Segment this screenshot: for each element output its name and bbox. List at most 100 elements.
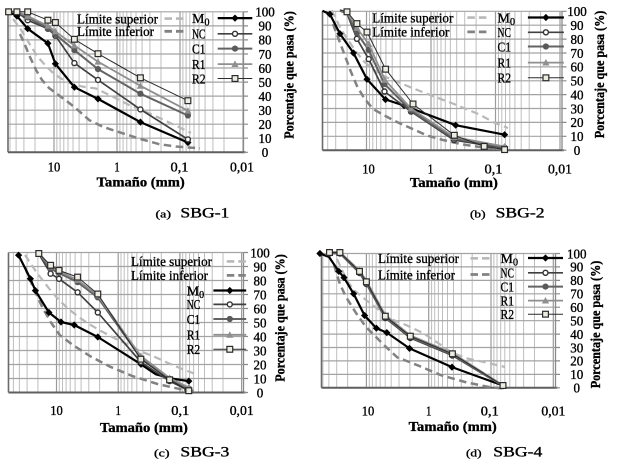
svg-text:(c): (c) <box>154 448 170 460</box>
svg-text:R2: R2 <box>501 308 515 323</box>
svg-text:NC: NC <box>192 28 206 43</box>
svg-text:1: 1 <box>428 163 434 178</box>
svg-text:30: 30 <box>571 102 584 117</box>
svg-text:80: 80 <box>254 274 267 289</box>
svg-text:C1: C1 <box>501 280 515 295</box>
svg-text:0: 0 <box>257 386 264 401</box>
svg-text:10: 10 <box>48 161 61 176</box>
svg-text:40: 40 <box>254 330 267 345</box>
svg-text:R2: R2 <box>498 72 512 87</box>
svg-text:1: 1 <box>426 405 432 420</box>
svg-text:0,1: 0,1 <box>171 161 189 176</box>
svg-text:Porcentaje que pasa (%): Porcentaje que pasa (%) <box>593 10 608 138</box>
svg-text:NC: NC <box>187 298 201 313</box>
svg-text:R2: R2 <box>192 72 206 87</box>
svg-text:SBG-3: SBG-3 <box>180 445 229 461</box>
svg-text:Límite superior: Límite superior <box>372 11 453 26</box>
svg-text:40: 40 <box>570 328 583 343</box>
svg-text:50: 50 <box>570 315 583 330</box>
svg-text:60: 60 <box>571 61 584 76</box>
svg-text:SBG-1: SBG-1 <box>180 206 229 222</box>
svg-text:90: 90 <box>259 20 272 35</box>
svg-text:Tamaño (mm): Tamaño (mm) <box>97 176 185 191</box>
svg-text:Límite superior: Límite superior <box>131 255 212 270</box>
svg-text:0,01: 0,01 <box>541 405 565 420</box>
svg-text:90: 90 <box>571 19 584 34</box>
svg-text:50: 50 <box>259 76 272 91</box>
svg-text:NC: NC <box>501 267 515 282</box>
svg-text:100: 100 <box>255 6 275 21</box>
svg-text:Tamaño (mm): Tamaño (mm) <box>409 420 497 435</box>
svg-text:80: 80 <box>570 274 583 289</box>
svg-text:R1: R1 <box>498 56 512 71</box>
svg-text:60: 60 <box>259 62 272 77</box>
svg-text:50: 50 <box>254 316 267 331</box>
svg-text:C1: C1 <box>187 313 201 328</box>
svg-text:Límite inferior: Límite inferior <box>131 269 208 284</box>
svg-text:90: 90 <box>254 260 267 275</box>
svg-text:0,01: 0,01 <box>548 163 572 178</box>
svg-text:50: 50 <box>571 75 584 90</box>
svg-text:10: 10 <box>362 163 375 178</box>
svg-text:0,1: 0,1 <box>485 163 503 178</box>
svg-text:1: 1 <box>115 404 121 419</box>
svg-text:1: 1 <box>114 161 120 176</box>
svg-text:(b): (b) <box>470 209 486 221</box>
svg-text:70: 70 <box>570 288 583 303</box>
svg-text:20: 20 <box>259 118 272 133</box>
svg-text:70: 70 <box>254 288 267 303</box>
svg-text:Límite superior: Límite superior <box>378 252 459 267</box>
svg-text:10: 10 <box>259 132 272 147</box>
svg-text:80: 80 <box>259 34 272 49</box>
svg-text:R1: R1 <box>501 294 515 309</box>
svg-text:Tamaño (mm): Tamaño (mm) <box>410 176 498 191</box>
svg-text:30: 30 <box>570 341 583 356</box>
svg-text:0: 0 <box>573 382 580 397</box>
svg-text:SBG-4: SBG-4 <box>493 445 543 461</box>
svg-text:(a): (a) <box>156 209 172 221</box>
svg-text:Límite superior: Límite superior <box>77 12 158 27</box>
svg-text:70: 70 <box>259 48 272 63</box>
svg-text:10: 10 <box>254 372 267 387</box>
svg-text:C1: C1 <box>498 40 512 55</box>
svg-text:NC: NC <box>498 26 512 41</box>
svg-text:10: 10 <box>362 405 375 420</box>
svg-text:Porcentaje que pasa (%): Porcentaje que pasa (%) <box>283 11 298 139</box>
svg-text:60: 60 <box>570 301 583 316</box>
svg-text:Límite inferior: Límite inferior <box>372 26 449 41</box>
svg-text:10: 10 <box>570 368 583 383</box>
svg-text:0,01: 0,01 <box>230 404 254 419</box>
svg-text:70: 70 <box>571 47 584 62</box>
svg-text:0,01: 0,01 <box>230 161 254 176</box>
svg-text:20: 20 <box>254 358 267 373</box>
svg-text:R1: R1 <box>187 329 201 344</box>
svg-text:0,1: 0,1 <box>171 404 189 419</box>
svg-text:10: 10 <box>50 404 63 419</box>
svg-text:C1: C1 <box>192 42 206 57</box>
svg-text:40: 40 <box>259 90 272 105</box>
svg-text:Límite inferior: Límite inferior <box>77 25 154 40</box>
svg-text:Porcentaje que pasa (%): Porcentaje que pasa (%) <box>274 254 289 382</box>
svg-text:Porcentaje que pasa (%): Porcentaje que pasa (%) <box>589 260 604 388</box>
svg-text:60: 60 <box>254 302 267 317</box>
svg-text:0: 0 <box>262 146 269 161</box>
svg-text:SBG-2: SBG-2 <box>496 206 545 222</box>
svg-text:10: 10 <box>571 130 584 145</box>
svg-text:0,1: 0,1 <box>481 405 499 420</box>
svg-text:80: 80 <box>571 33 584 48</box>
svg-text:30: 30 <box>254 344 267 359</box>
svg-text:Tamaño (mm): Tamaño (mm) <box>100 421 188 436</box>
svg-text:0: 0 <box>574 144 581 159</box>
svg-text:40: 40 <box>571 88 584 103</box>
svg-text:100: 100 <box>567 247 587 262</box>
svg-text:90: 90 <box>570 261 583 276</box>
svg-text:100: 100 <box>250 246 270 261</box>
svg-text:20: 20 <box>571 116 584 131</box>
svg-text:20: 20 <box>570 355 583 370</box>
svg-text:30: 30 <box>259 104 272 119</box>
svg-text:R2: R2 <box>187 343 201 358</box>
svg-text:(d): (d) <box>466 448 482 460</box>
svg-text:Límite inferior: Límite inferior <box>378 268 455 283</box>
svg-text:100: 100 <box>567 5 587 20</box>
svg-text:R1: R1 <box>192 58 206 73</box>
